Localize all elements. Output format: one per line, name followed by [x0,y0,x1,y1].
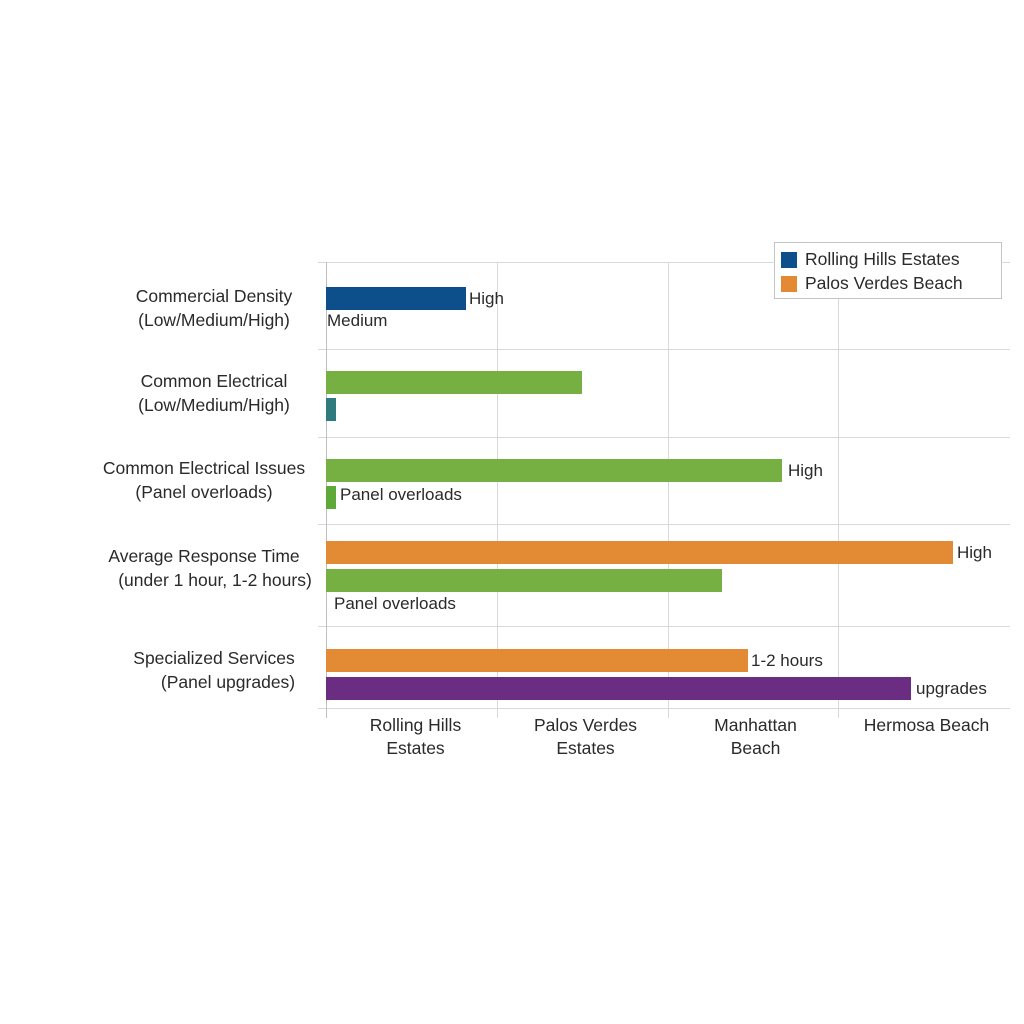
row-label-common-electrical: Common Electrical (Low/Medium/High) [104,369,324,417]
x-tick-line2: Estates [556,738,615,758]
bar-common-electrical-1 [326,371,582,394]
bar-value-label: High [469,289,504,308]
x-tick-hermosa-beach: Hermosa Beach [841,714,1012,737]
x-tick-line1: Palos Verdes [533,715,638,735]
bar-value-label: Panel overloads [340,485,462,504]
row-label-average-response-time: Average Response Time (under 1 hour, 1-2… [84,544,324,592]
x-tick-palos-verdes-estates: Palos Verdes Estates [500,714,671,760]
bar-value-label: Panel overloads [334,594,456,613]
gridline-horizontal [318,708,1010,709]
bar-value-label: Medium [327,311,388,330]
bar-value-label: 1-2 hours [751,651,823,670]
legend-item-palos-verdes-beach: Palos Verdes Beach [781,273,963,294]
row-label-line2: (Panel upgrades) [160,672,296,692]
legend-swatch-icon [781,251,797,268]
bar-commercial-density-high [326,287,466,310]
gridline-vertical [668,262,669,718]
row-label-line2: (Panel overloads) [135,482,273,502]
row-label-commercial-density: Commercial Density (Low/Medium/High) [104,284,324,332]
bar-response-time-high [326,541,953,564]
gridline-vertical [838,262,839,718]
x-tick-line1: Hermosa Beach [863,715,990,735]
row-label-common-electrical-issues: Common Electrical Issues (Panel overload… [84,456,324,504]
x-tick-line1: Rolling Hills [369,715,462,735]
bar-value-label: High [957,543,992,562]
gridline-horizontal [318,626,1010,627]
row-label-line2: (Low/Medium/High) [138,395,290,415]
bar-electrical-issues-high [326,459,782,482]
legend-label: Rolling Hills Estates [805,249,960,269]
row-label-specialized-services: Specialized Services (Panel upgrades) [104,646,324,694]
row-label-line1: Average Response Time [108,546,300,566]
x-tick-line2: Estates [386,738,445,758]
bar-specialized-upgrades [326,677,911,700]
x-tick-line1: Manhattan [714,715,797,735]
row-label-line1: Common Electrical [140,371,288,391]
bar-value-label: upgrades [916,679,987,698]
legend-label: Palos Verdes Beach [805,273,963,293]
chart-legend: Rolling Hills Estates Palos Verdes Beach [774,242,1002,299]
x-tick-manhattan-beach: Manhattan Beach [670,714,841,760]
x-tick-line2: Beach [730,738,781,758]
gridline-horizontal [318,437,1010,438]
row-label-line2: (Low/Medium/High) [138,310,290,330]
bar-value-label: High [788,461,823,480]
gridline-vertical [497,262,498,718]
row-label-line2: (under 1 hour, 1-2 hours) [118,570,312,590]
bar-electrical-issues-panel [326,486,336,509]
x-tick-rolling-hills-estates: Rolling Hills Estates [330,714,501,760]
row-label-line1: Common Electrical Issues [102,458,306,478]
gridline-horizontal [318,349,1010,350]
legend-item-rolling-hills-estates: Rolling Hills Estates [781,249,960,270]
gridline-horizontal [318,262,1010,263]
row-label-line1: Specialized Services [133,648,295,668]
bar-response-time-panel [326,569,722,592]
bar-specialized-1-2-hours [326,649,748,672]
legend-swatch-icon [781,275,797,292]
bar-common-electrical-2 [326,398,336,421]
plot-area: High Medium High Panel overloads High Pa… [318,262,1010,718]
row-label-line1: Commercial Density [135,286,293,306]
gridline-horizontal [318,524,1010,525]
